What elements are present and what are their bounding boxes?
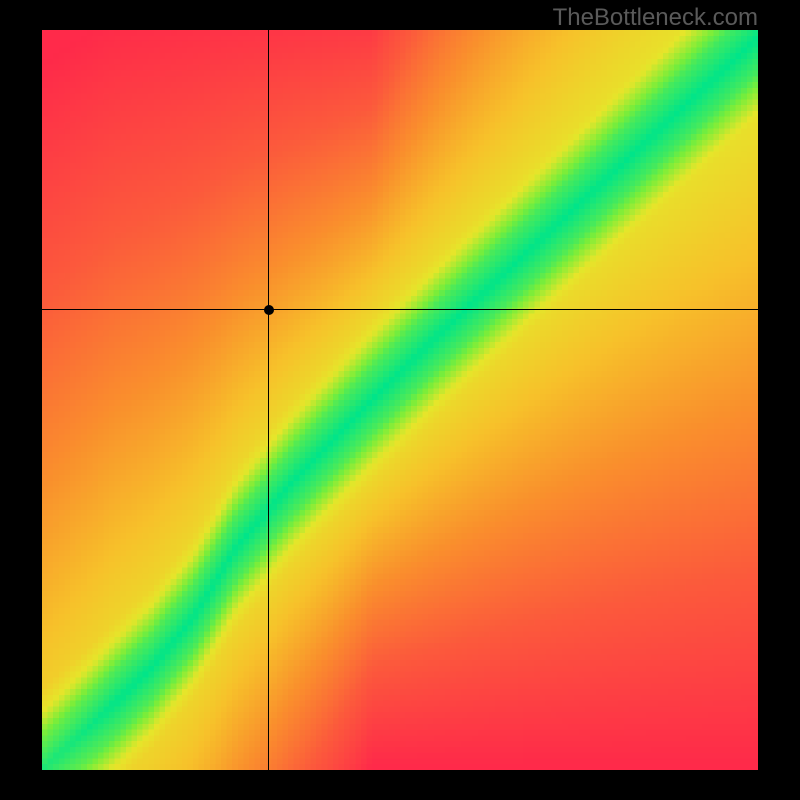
chart-container: TheBottleneck.com: [0, 0, 800, 800]
watermark-text: TheBottleneck.com: [553, 4, 758, 32]
crosshair-horizontal: [42, 309, 758, 310]
selection-marker: [264, 305, 274, 315]
crosshair-vertical: [268, 30, 269, 770]
bottleneck-heatmap: [42, 30, 758, 770]
